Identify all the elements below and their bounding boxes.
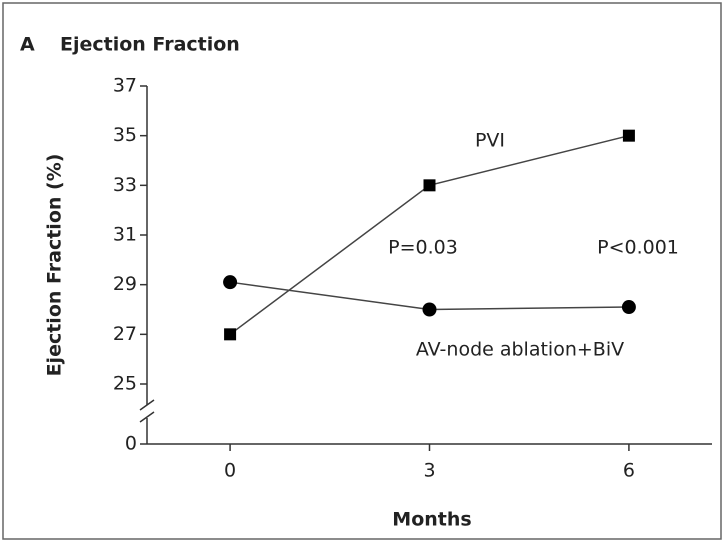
series-label: PVI [475, 130, 505, 152]
y-axis-title: Ejection Fraction (%) [44, 154, 66, 377]
y-tick-label: 0 [125, 433, 137, 455]
y-tick-label: 37 [113, 75, 137, 97]
marker [622, 129, 635, 142]
annotation: P=0.03 [388, 237, 458, 259]
y-tick-label: 25 [113, 373, 137, 395]
annotation: P<0.001 [597, 237, 679, 259]
marker [224, 328, 237, 341]
axis-break [139, 411, 155, 423]
panel-label: A [20, 34, 35, 56]
y-tick-label: 35 [113, 124, 137, 146]
series-label: AV-node ablation+BiV [416, 339, 624, 361]
chart-title: Ejection Fraction [60, 34, 240, 56]
x-tick-label: 3 [423, 460, 435, 482]
x-tick-label: 0 [224, 460, 236, 482]
axis-break [139, 399, 155, 411]
y-tick-label: 33 [113, 174, 137, 196]
marker [422, 302, 437, 317]
y-tick-label: 27 [113, 323, 137, 345]
x-tick-label: 6 [623, 460, 635, 482]
marker [621, 300, 636, 315]
x-axis-title: Months [392, 509, 471, 531]
marker [223, 275, 238, 290]
y-tick-label: 31 [113, 224, 137, 246]
y-tick-label: 29 [113, 273, 137, 295]
marker [423, 179, 436, 192]
